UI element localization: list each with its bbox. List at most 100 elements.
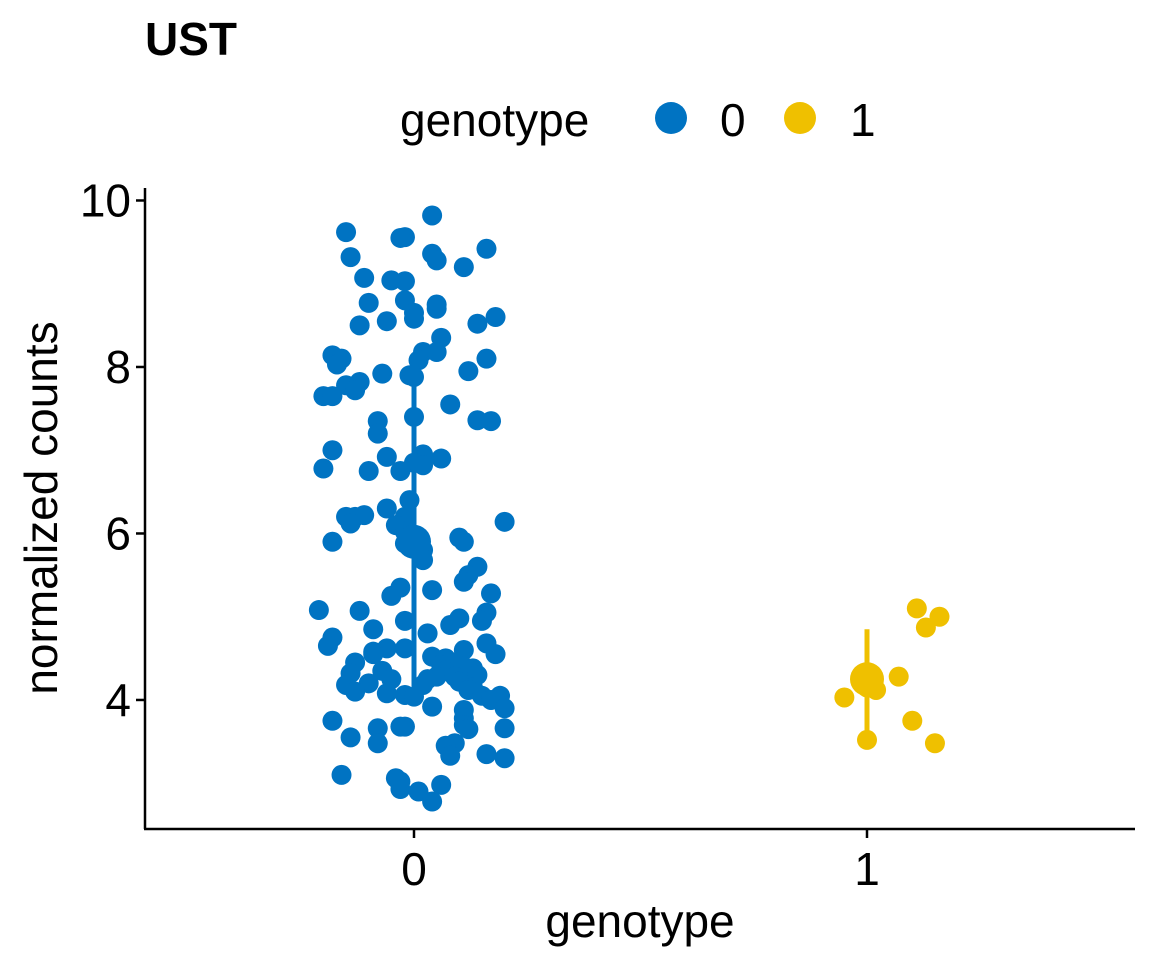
data-point-genotype-0 [345,380,366,401]
data-point-genotype-0 [417,623,438,644]
data-point-genotype-0 [431,774,452,795]
data-point-genotype-1 [888,666,909,687]
legend-key-0 [655,102,687,134]
data-point-genotype-0 [390,227,411,248]
data-point-genotype-0 [404,686,424,707]
data-point-genotype-0 [494,511,515,532]
summary-layer [397,366,884,734]
data-point-genotype-0 [394,638,415,659]
data-points [308,205,950,812]
legend-key-1 [784,102,816,134]
y-tick-label: 8 [105,341,131,393]
legend-label-1: 1 [850,94,876,146]
data-point-genotype-0 [322,386,343,407]
data-point-genotype-0 [476,744,497,765]
data-point-genotype-0 [481,411,502,432]
data-point-genotype-0 [481,583,502,604]
data-point-genotype-0 [340,513,361,534]
data-point-genotype-0 [426,298,447,319]
x-tick-label: 1 [854,843,880,895]
data-point-genotype-0 [322,440,343,461]
data-point-genotype-0 [358,292,379,313]
data-point-genotype-0 [363,644,384,665]
data-point-genotype-0 [358,461,379,482]
data-point-genotype-0 [440,745,461,766]
data-point-genotype-0 [394,271,415,292]
data-point-genotype-0 [308,600,329,621]
data-point-genotype-1 [924,733,945,754]
data-point-genotype-0 [367,718,388,739]
data-point-genotype-0 [390,461,411,482]
data-point-genotype-0 [485,307,506,328]
data-point-genotype-0 [394,716,415,737]
data-point-genotype-0 [440,615,461,636]
data-point-genotype-0 [413,455,434,476]
data-point-genotype-0 [426,250,447,271]
data-point-genotype-0 [485,644,506,665]
data-point-genotype-0 [476,238,497,259]
data-point-genotype-0 [313,458,334,479]
chart-title: UST [145,13,237,65]
data-point-genotype-0 [476,348,497,369]
data-point-genotype-0 [345,681,366,702]
data-point-genotype-1 [915,617,936,638]
data-point-genotype-0 [340,247,361,268]
data-point-genotype-0 [467,313,488,334]
data-point-genotype-0 [326,354,347,375]
data-point-genotype-0 [453,531,474,552]
data-point-genotype-0 [367,733,388,754]
summary-mean-genotype-1 [850,662,884,697]
data-point-genotype-0 [381,585,402,606]
legend-label-0: 0 [720,94,746,146]
data-point-genotype-1 [902,710,923,731]
data-point-genotype-0 [340,727,361,748]
y-tick-label: 4 [105,674,131,726]
data-point-genotype-0 [494,718,515,739]
x-tick-label: 0 [401,843,427,895]
data-point-genotype-0 [394,610,415,631]
data-point-genotype-0 [390,779,411,800]
data-point-genotype-0 [422,580,443,601]
data-point-genotype-1 [906,598,927,619]
data-point-genotype-0 [372,363,393,384]
data-point-genotype-0 [458,719,479,740]
data-point-genotype-0 [376,446,397,467]
data-point-genotype-0 [471,610,492,631]
legend: genotype 0 1 [400,94,876,146]
data-point-genotype-0 [322,710,343,731]
data-point-genotype-0 [322,531,343,552]
data-point-genotype-0 [376,311,397,332]
data-point-genotype-0 [349,315,370,336]
data-point-genotype-0 [408,350,429,371]
data-point-genotype-0 [349,600,370,621]
data-point-genotype-0 [354,267,375,288]
x-axis-title: genotype [545,895,734,947]
data-point-genotype-0 [404,308,424,329]
data-point-genotype-0 [494,698,515,719]
y-tick-label: 6 [105,507,131,559]
y-axis-title: normalized counts [15,321,67,694]
data-point-genotype-0 [336,222,357,243]
data-point-genotype-0 [317,635,338,656]
y-ticks: 4 6 8 10 [80,174,145,726]
data-point-genotype-1 [857,729,877,750]
data-point-genotype-0 [422,205,443,226]
data-point-genotype-0 [331,764,352,785]
data-point-genotype-0 [422,696,443,717]
data-point-genotype-0 [422,791,443,812]
data-point-genotype-0 [431,448,452,469]
data-point-genotype-0 [363,619,384,640]
data-point-genotype-1 [834,687,855,708]
data-point-genotype-0 [426,341,447,362]
data-point-genotype-0 [376,683,397,704]
data-point-genotype-0 [440,394,461,415]
data-point-genotype-0 [453,571,474,592]
data-point-genotype-0 [494,748,515,769]
data-point-genotype-1 [929,606,950,627]
data-point-genotype-0 [367,423,388,444]
data-point-genotype-0 [376,498,397,519]
legend-title: genotype [400,94,589,146]
y-tick-label: 10 [80,174,131,226]
